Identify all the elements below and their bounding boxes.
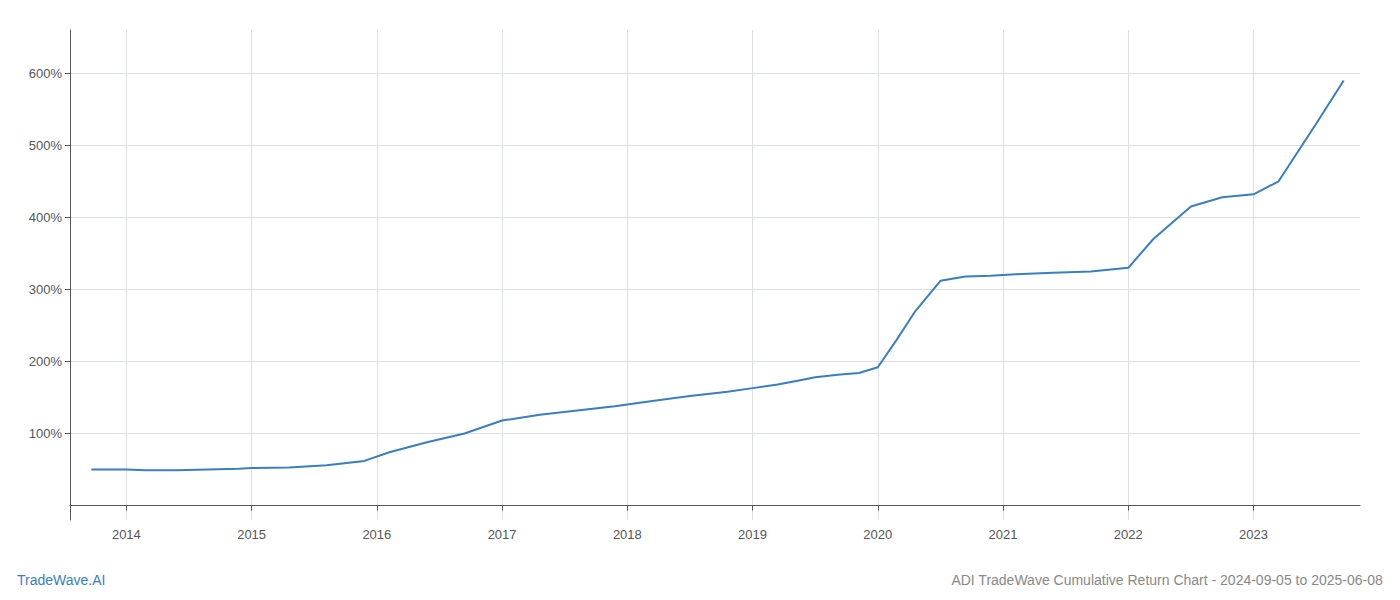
svg-text:2020: 2020 — [863, 527, 892, 542]
svg-text:2019: 2019 — [738, 527, 767, 542]
svg-text:500%: 500% — [29, 138, 63, 153]
svg-text:100%: 100% — [29, 426, 63, 441]
svg-text:2021: 2021 — [989, 527, 1018, 542]
svg-text:300%: 300% — [29, 282, 63, 297]
svg-text:2015: 2015 — [237, 527, 266, 542]
svg-text:ADI TradeWave Cumulative Retur: ADI TradeWave Cumulative Return Chart - … — [951, 572, 1383, 588]
svg-text:2014: 2014 — [112, 527, 141, 542]
svg-text:TradeWave.AI: TradeWave.AI — [17, 572, 105, 588]
svg-text:2017: 2017 — [488, 527, 517, 542]
svg-text:2023: 2023 — [1239, 527, 1268, 542]
svg-text:2018: 2018 — [613, 527, 642, 542]
svg-text:600%: 600% — [29, 66, 63, 81]
svg-text:200%: 200% — [29, 354, 63, 369]
svg-text:2016: 2016 — [362, 527, 391, 542]
svg-text:2022: 2022 — [1114, 527, 1143, 542]
svg-text:400%: 400% — [29, 210, 63, 225]
